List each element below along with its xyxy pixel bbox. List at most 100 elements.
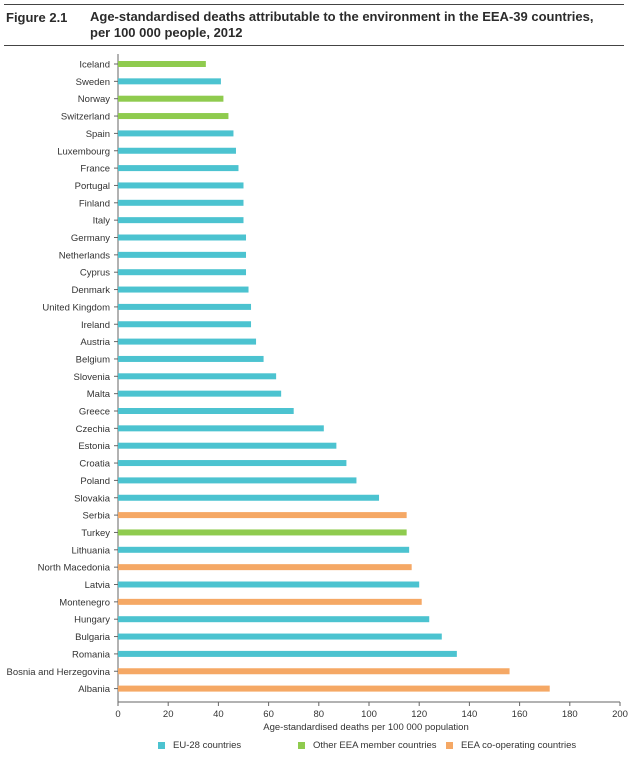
figure-title: Age-standardised deaths attributable to …	[90, 9, 594, 40]
x-tick-label: 60	[263, 709, 274, 720]
bar	[118, 373, 277, 380]
category-label: Croatia	[79, 459, 110, 470]
bar	[118, 460, 347, 467]
x-tick-label: 40	[213, 709, 224, 720]
category-label: Denmark	[71, 285, 110, 296]
figure-header: Figure 2.1 Age-standardised deaths attri…	[4, 4, 624, 46]
category-label: France	[80, 164, 110, 175]
category-label: Finland	[79, 198, 110, 209]
legend-swatch-cooperating	[446, 742, 453, 749]
bar	[118, 113, 229, 120]
x-tick-label: 200	[612, 709, 628, 720]
category-label: Norway	[78, 94, 110, 105]
bar	[118, 512, 407, 519]
category-label: Netherlands	[59, 250, 110, 261]
category-label: Poland	[80, 476, 110, 487]
bar	[118, 95, 224, 102]
bar	[118, 529, 407, 536]
category-label: Czechia	[76, 424, 111, 435]
bar	[118, 286, 249, 293]
bar	[118, 130, 234, 137]
bar	[118, 61, 206, 67]
category-label: Bosnia and Herzegovina	[6, 667, 110, 678]
bar-chart: Iceland Sweden Norway Switzerland Spain Luxem…	[6, 54, 628, 733]
bar	[118, 616, 430, 623]
legend-label-other-eea: Other EEA member countries	[313, 740, 437, 751]
category-label: Sweden	[76, 77, 110, 88]
bar	[118, 494, 380, 501]
legend-swatch-other-eea	[298, 742, 305, 749]
bar	[118, 147, 236, 154]
bar	[118, 251, 247, 258]
bar	[118, 598, 422, 605]
bar	[118, 234, 247, 241]
category-label: Montenegro	[59, 597, 110, 608]
category-label: Slovakia	[74, 493, 111, 504]
bar	[118, 303, 252, 310]
category-label: Serbia	[83, 511, 111, 522]
category-label: Estonia	[78, 441, 110, 452]
legend-label-eu28: EU-28 countries	[173, 740, 242, 751]
x-tick-label: 0	[115, 709, 120, 720]
bar	[118, 650, 457, 657]
x-tick-label: 20	[163, 709, 174, 720]
bar	[118, 442, 337, 449]
category-label: Slovenia	[74, 372, 111, 383]
x-axis-label: Age-standardised deaths per 100 000 popu…	[263, 722, 468, 733]
category-label: Iceland	[79, 60, 110, 71]
legend-label-cooperating: EEA co-operating countries	[461, 740, 577, 751]
x-tick-label: 140	[461, 709, 477, 720]
bar	[118, 477, 357, 484]
x-tick-label: 120	[411, 709, 427, 720]
category-label: Albania	[78, 684, 110, 695]
bar	[118, 321, 252, 328]
bar	[118, 581, 420, 588]
bar	[118, 182, 244, 189]
category-label: Ireland	[81, 320, 110, 331]
category-label: United Kingdom	[42, 302, 110, 313]
category-label: Luxembourg	[57, 146, 110, 157]
figure-label: Figure 2.1	[6, 10, 68, 25]
bar	[118, 165, 239, 172]
category-label: Switzerland	[61, 112, 110, 123]
category-label: Lithuania	[71, 545, 110, 556]
category-label: Belgium	[76, 354, 110, 365]
bar	[118, 546, 410, 553]
bar	[118, 199, 244, 206]
legend-item-eu28: EU-28 countries	[158, 740, 241, 751]
category-label: Germany	[71, 233, 110, 244]
bar	[118, 633, 442, 640]
bar	[118, 685, 550, 692]
category-label: Portugal	[75, 181, 110, 192]
bar	[118, 78, 221, 85]
x-tick-label: 80	[314, 709, 325, 720]
category-label: Greece	[79, 407, 110, 418]
x-tick-label: 160	[512, 709, 528, 720]
bar	[118, 390, 282, 397]
bar	[118, 408, 294, 414]
legend-item-other-eea: Other EEA member countries	[298, 740, 437, 751]
category-label: Italy	[93, 216, 111, 227]
category-label: Cyprus	[80, 268, 110, 279]
category-label: Malta	[87, 389, 111, 400]
category-label: Austria	[80, 337, 110, 348]
category-label: Bulgaria	[75, 632, 111, 643]
legend: EU-28 countries Other EEA member countri…	[0, 740, 632, 756]
category-label: North Macedonia	[38, 563, 111, 574]
bar	[118, 217, 244, 224]
x-tick-label: 100	[361, 709, 377, 720]
bar	[118, 668, 510, 675]
bar	[118, 425, 324, 432]
x-tick-label: 180	[562, 709, 578, 720]
category-label: Hungary	[74, 615, 110, 626]
category-label: Romania	[72, 649, 111, 660]
category-label: Latvia	[85, 580, 111, 591]
bar	[118, 338, 257, 345]
legend-item-cooperating: EEA co-operating countries	[446, 740, 576, 751]
category-label: Spain	[86, 129, 110, 140]
bar	[118, 564, 412, 571]
legend-swatch-eu28	[158, 742, 165, 749]
bar	[118, 355, 264, 362]
category-label: Turkey	[81, 528, 110, 539]
bar	[118, 269, 247, 276]
